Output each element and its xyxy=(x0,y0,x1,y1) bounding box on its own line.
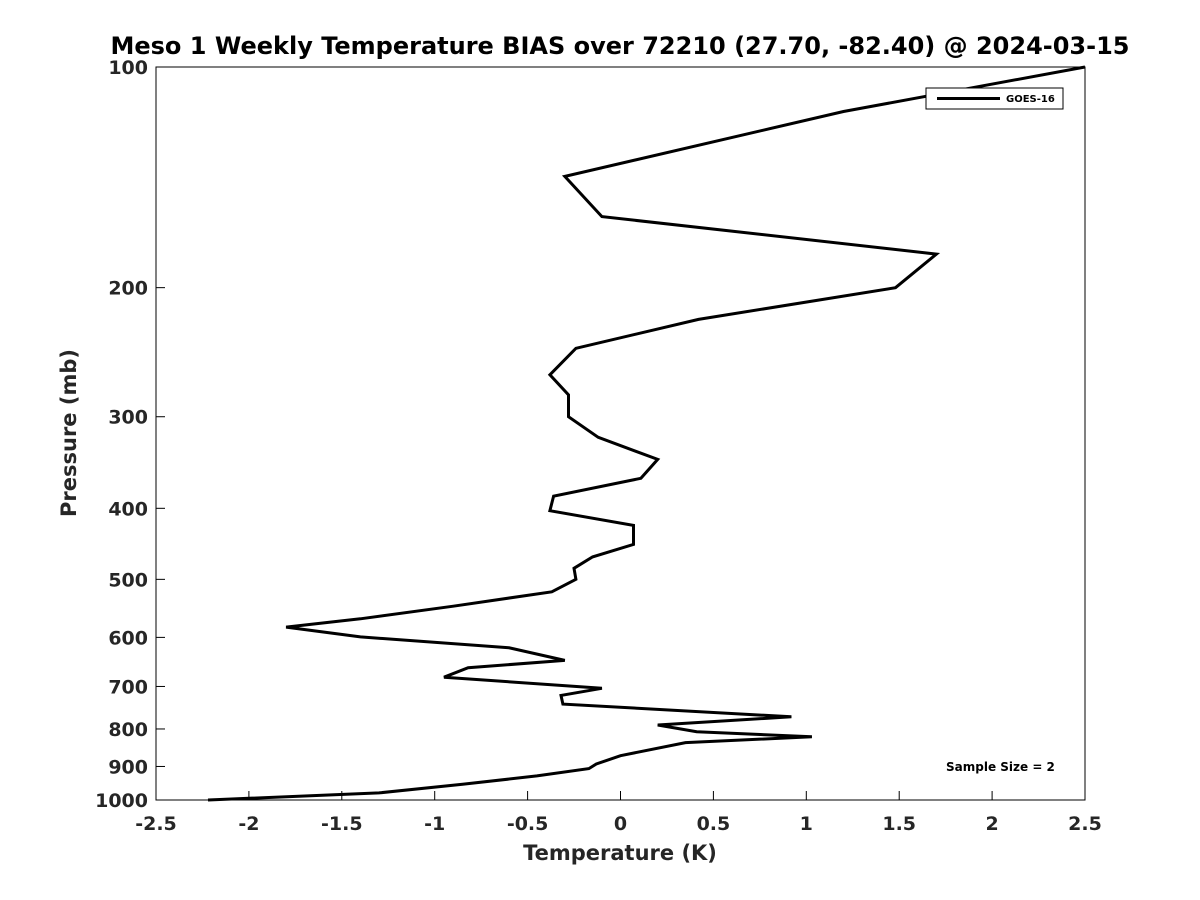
series-line-goes-16 xyxy=(207,65,1086,802)
chart-title: Meso 1 Weekly Temperature BIAS over 7221… xyxy=(110,32,1129,60)
y-tick-label: 400 xyxy=(108,498,148,520)
x-tick-label: -0.5 xyxy=(507,813,549,835)
y-tick-label: 600 xyxy=(108,627,148,649)
x-tick-label: -2 xyxy=(238,813,259,835)
x-tick-label: -1.5 xyxy=(321,813,363,835)
y-tick-label: 500 xyxy=(108,569,148,591)
plot-area-frame xyxy=(155,66,1086,801)
legend-entry-goes-16: GOES-16 xyxy=(1006,94,1055,105)
y-tick-label: 800 xyxy=(108,719,148,741)
y-tick-label: 700 xyxy=(108,676,148,698)
x-tick-label: 0.5 xyxy=(697,813,731,835)
x-tick-label: 1.5 xyxy=(882,813,916,835)
y-tick-label: 900 xyxy=(108,756,148,778)
y-tick-label: 100 xyxy=(108,57,148,79)
sample-size-annotation: Sample Size = 2 xyxy=(946,760,1055,774)
y-tick-label: 300 xyxy=(108,407,148,429)
x-tick-label: -2.5 xyxy=(135,813,177,835)
y-tick-label: 1000 xyxy=(95,790,148,812)
x-tick-label: 2 xyxy=(985,813,998,835)
x-tick-label: 2.5 xyxy=(1068,813,1102,835)
x-axis-ticks: -2.5 -2 -1.5 -1 -0.5 0 0.5 1 1.5 2 2.5 xyxy=(135,791,1102,835)
x-tick-label: 0 xyxy=(614,813,627,835)
x-axis-label: Temperature (K) xyxy=(523,841,717,865)
x-tick-label: -1 xyxy=(424,813,445,835)
series-layer xyxy=(207,65,1086,802)
y-tick-label: 200 xyxy=(108,278,148,300)
x-tick-label: 1 xyxy=(800,813,813,835)
y-axis-label: Pressure (mb) xyxy=(57,349,81,517)
y-axis-ticks: 100 200 300 400 500 600 700 800 900 1000 xyxy=(95,57,165,812)
legend: GOES-16 xyxy=(925,87,1064,110)
